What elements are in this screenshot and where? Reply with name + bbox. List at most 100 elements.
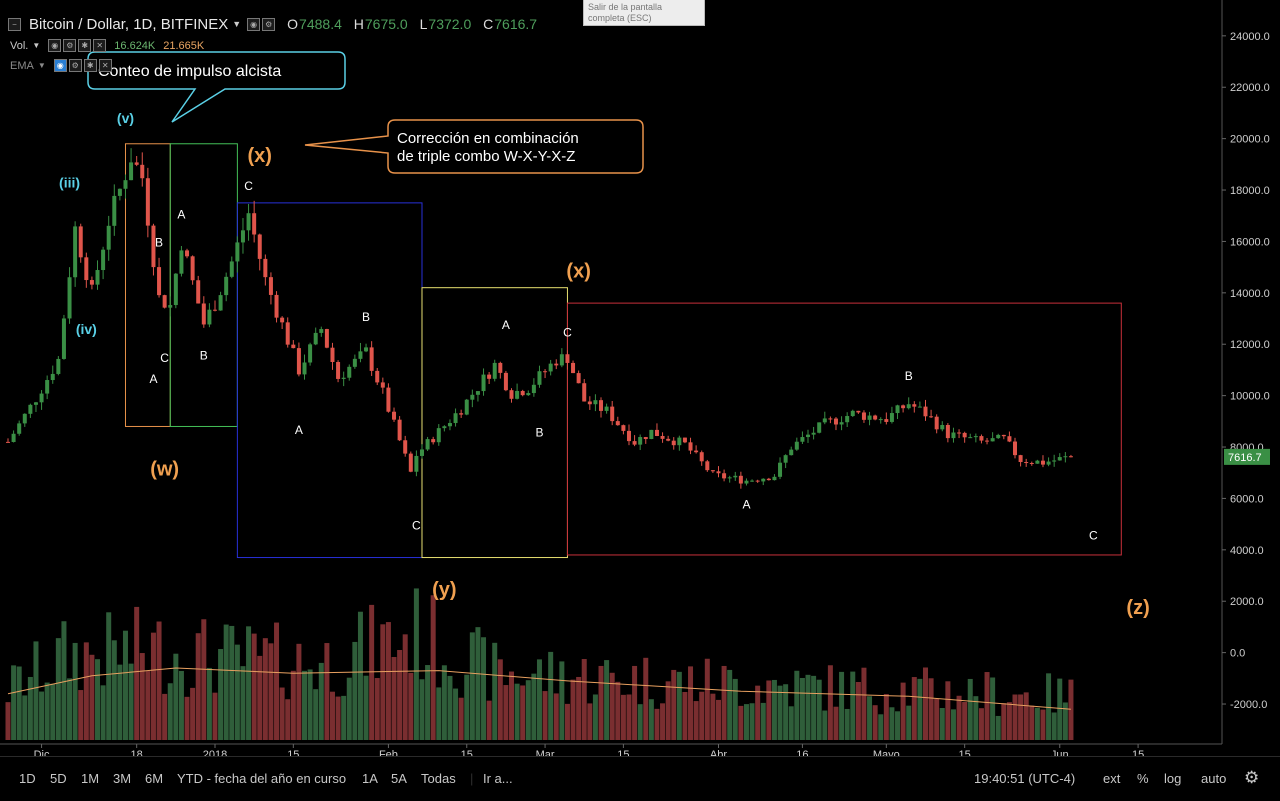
range-6m-button[interactable]: 6M	[145, 771, 164, 786]
volume-bar	[279, 687, 285, 740]
wave-label: C	[412, 518, 421, 532]
volume-label[interactable]: Vol.	[10, 39, 29, 52]
volume-ema-path	[7, 667, 1071, 710]
close-icon[interactable]: ✕	[98, 59, 112, 72]
volume-bar	[453, 688, 459, 740]
y-tick-label: 2000.0	[1230, 596, 1264, 608]
range-all-button[interactable]: Todas	[421, 771, 456, 786]
wave-label: B	[535, 426, 543, 440]
volume-bar	[195, 633, 201, 740]
volume-bar	[324, 643, 330, 740]
volume-bar	[341, 695, 347, 740]
candle-body	[727, 477, 732, 479]
range-5d-button[interactable]: 5D	[50, 771, 67, 786]
candle-body	[654, 429, 659, 436]
candle-body	[789, 449, 794, 456]
volume-bar	[1023, 692, 1029, 740]
volume-bar	[576, 676, 582, 740]
log-toggle[interactable]: log	[1164, 771, 1182, 786]
volume-bar	[173, 653, 179, 740]
volume-bar	[39, 691, 45, 740]
candle-body	[537, 371, 542, 385]
candle-body	[324, 329, 329, 348]
settings-icon[interactable]: ✱	[83, 59, 97, 72]
volume-bar	[335, 696, 341, 740]
candle-body	[794, 441, 799, 450]
gear-icon[interactable]: ⚙	[1244, 768, 1260, 787]
range-1d-button[interactable]: 1D	[19, 771, 36, 786]
candle-body	[224, 276, 229, 296]
gear-icon[interactable]: ⚙	[262, 17, 276, 31]
candle-body	[520, 390, 525, 396]
candle-body	[744, 480, 749, 484]
volume-bar	[850, 671, 856, 740]
range-1a-button[interactable]: 1A	[362, 771, 378, 786]
volume-bar	[861, 667, 867, 740]
fullscreen-exit-tooltip[interactable]: Salir de la pantalla completa (ESC)	[583, 0, 705, 26]
candle-body	[196, 280, 201, 304]
range-5a-button[interactable]: 5A	[391, 771, 407, 786]
wave-label: B	[362, 310, 370, 324]
candle-body	[990, 438, 995, 442]
candle-body	[453, 413, 458, 424]
eye-icon[interactable]: ◉	[247, 17, 261, 31]
settings-icon[interactable]: ✱	[78, 39, 92, 52]
candle-body	[352, 358, 357, 367]
eye-icon[interactable]: ◉	[48, 39, 62, 52]
volume-bar	[816, 679, 822, 740]
volume-bar	[464, 674, 470, 740]
candle-body	[285, 322, 290, 345]
volume-bar	[978, 708, 984, 740]
symbol-title[interactable]: Bitcoin / Dollar, 1D, BITFINEX	[29, 15, 229, 33]
volume-bar	[397, 650, 403, 740]
candle-body	[828, 418, 833, 420]
volume-bar	[469, 632, 475, 740]
candle-body	[811, 432, 816, 435]
collapse-icon[interactable]: −	[8, 17, 21, 31]
y-tick-label: 0.0	[1230, 648, 1245, 660]
volume-bar	[699, 691, 705, 740]
volume-bar	[648, 699, 654, 740]
volume-bar	[313, 689, 319, 740]
range-1m-button[interactable]: 1M	[81, 771, 100, 786]
close-icon[interactable]: ✕	[93, 39, 107, 52]
candle-body	[985, 440, 990, 442]
volume-bar	[548, 651, 554, 740]
candle-body	[263, 258, 268, 278]
ema-label[interactable]: EMA	[10, 59, 34, 72]
candle-body	[587, 401, 592, 405]
volume-bar	[1057, 678, 1063, 740]
percent-toggle[interactable]: %	[1137, 771, 1149, 786]
volume-bar	[369, 604, 375, 740]
range-3m-button[interactable]: 3M	[113, 771, 132, 786]
chevron-down-icon[interactable]: ▼	[37, 61, 46, 70]
candle-body	[78, 226, 83, 258]
candle-body	[889, 413, 894, 422]
chevron-down-icon[interactable]: ▼	[232, 19, 242, 29]
volume-bar	[162, 693, 168, 740]
volume-bar	[872, 705, 878, 740]
wave-label: C	[1089, 529, 1098, 543]
candle-body	[296, 348, 301, 375]
candle-body	[89, 280, 94, 285]
candle-body	[252, 213, 257, 235]
candle-body	[190, 256, 195, 281]
gear-icon[interactable]: ⚙	[68, 59, 82, 72]
volume-bar	[425, 665, 431, 740]
volume-bar	[654, 708, 660, 740]
chevron-down-icon[interactable]: ▼	[32, 41, 41, 50]
candle-body	[716, 471, 721, 474]
goto-date-button[interactable]: Ir a...	[483, 771, 513, 786]
range-ytd-button[interactable]: YTD - fecha del año en curso	[177, 771, 347, 786]
gear-icon[interactable]: ⚙	[63, 39, 77, 52]
candle-body	[364, 347, 369, 352]
volume-bar	[475, 627, 481, 740]
auto-toggle[interactable]: auto	[1201, 771, 1227, 786]
ext-toggle[interactable]: ext	[1103, 771, 1121, 786]
eye-icon[interactable]: ◉	[53, 59, 67, 72]
candle-body	[375, 370, 380, 383]
volume-bar	[688, 666, 694, 740]
candle-body	[554, 363, 559, 366]
volume-bar	[346, 677, 352, 740]
